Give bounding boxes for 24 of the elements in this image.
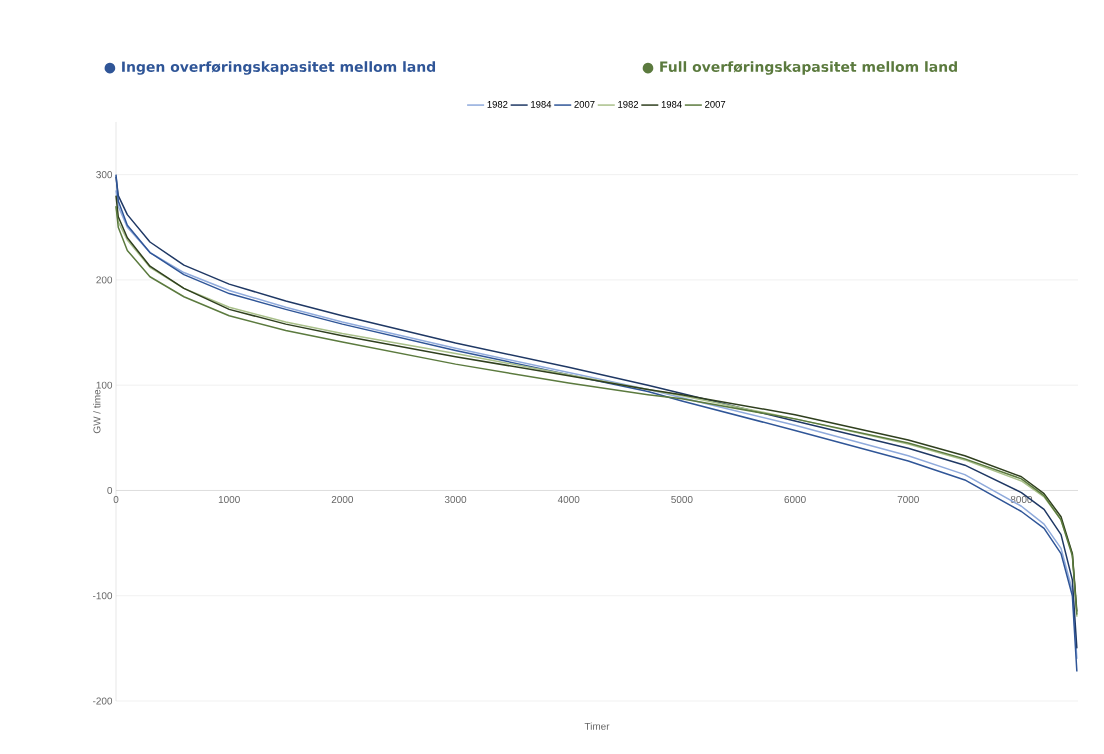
legend-label: 2007: [705, 101, 726, 108]
text: ● Ingen overføringskapasitet mellom land: [104, 61, 436, 75]
legend-label: 1982: [487, 101, 508, 108]
x-tick-label: 6000: [784, 495, 806, 504]
x-axis-title: Timer: [584, 722, 610, 730]
y-tick-label: -200: [92, 697, 113, 705]
x-tick-label: 0: [113, 495, 119, 504]
x-tick-label: 7000: [897, 495, 919, 504]
x-tick-label: 2000: [331, 495, 354, 504]
y-tick-label: 200: [96, 276, 113, 284]
x-tick-label: 1000: [218, 495, 240, 504]
legend-label: 1984: [531, 101, 552, 108]
y-tick-label: 300: [96, 171, 113, 179]
y-tick-label: -100: [92, 592, 113, 600]
y-axis-title: GW / time: [93, 389, 101, 434]
x-tick-label: 4000: [557, 495, 580, 504]
legend-label: 2007: [574, 101, 595, 108]
y-tick-label: 0: [107, 486, 113, 494]
legend-label: 1984: [661, 101, 682, 108]
x-tick-label: 5000: [671, 495, 693, 504]
legend-label: 1982: [618, 101, 639, 108]
text: ● Full overføringskapasitet mellom land: [642, 61, 957, 75]
x-tick-label: 3000: [444, 495, 467, 504]
y-tick-label: 100: [96, 381, 113, 389]
